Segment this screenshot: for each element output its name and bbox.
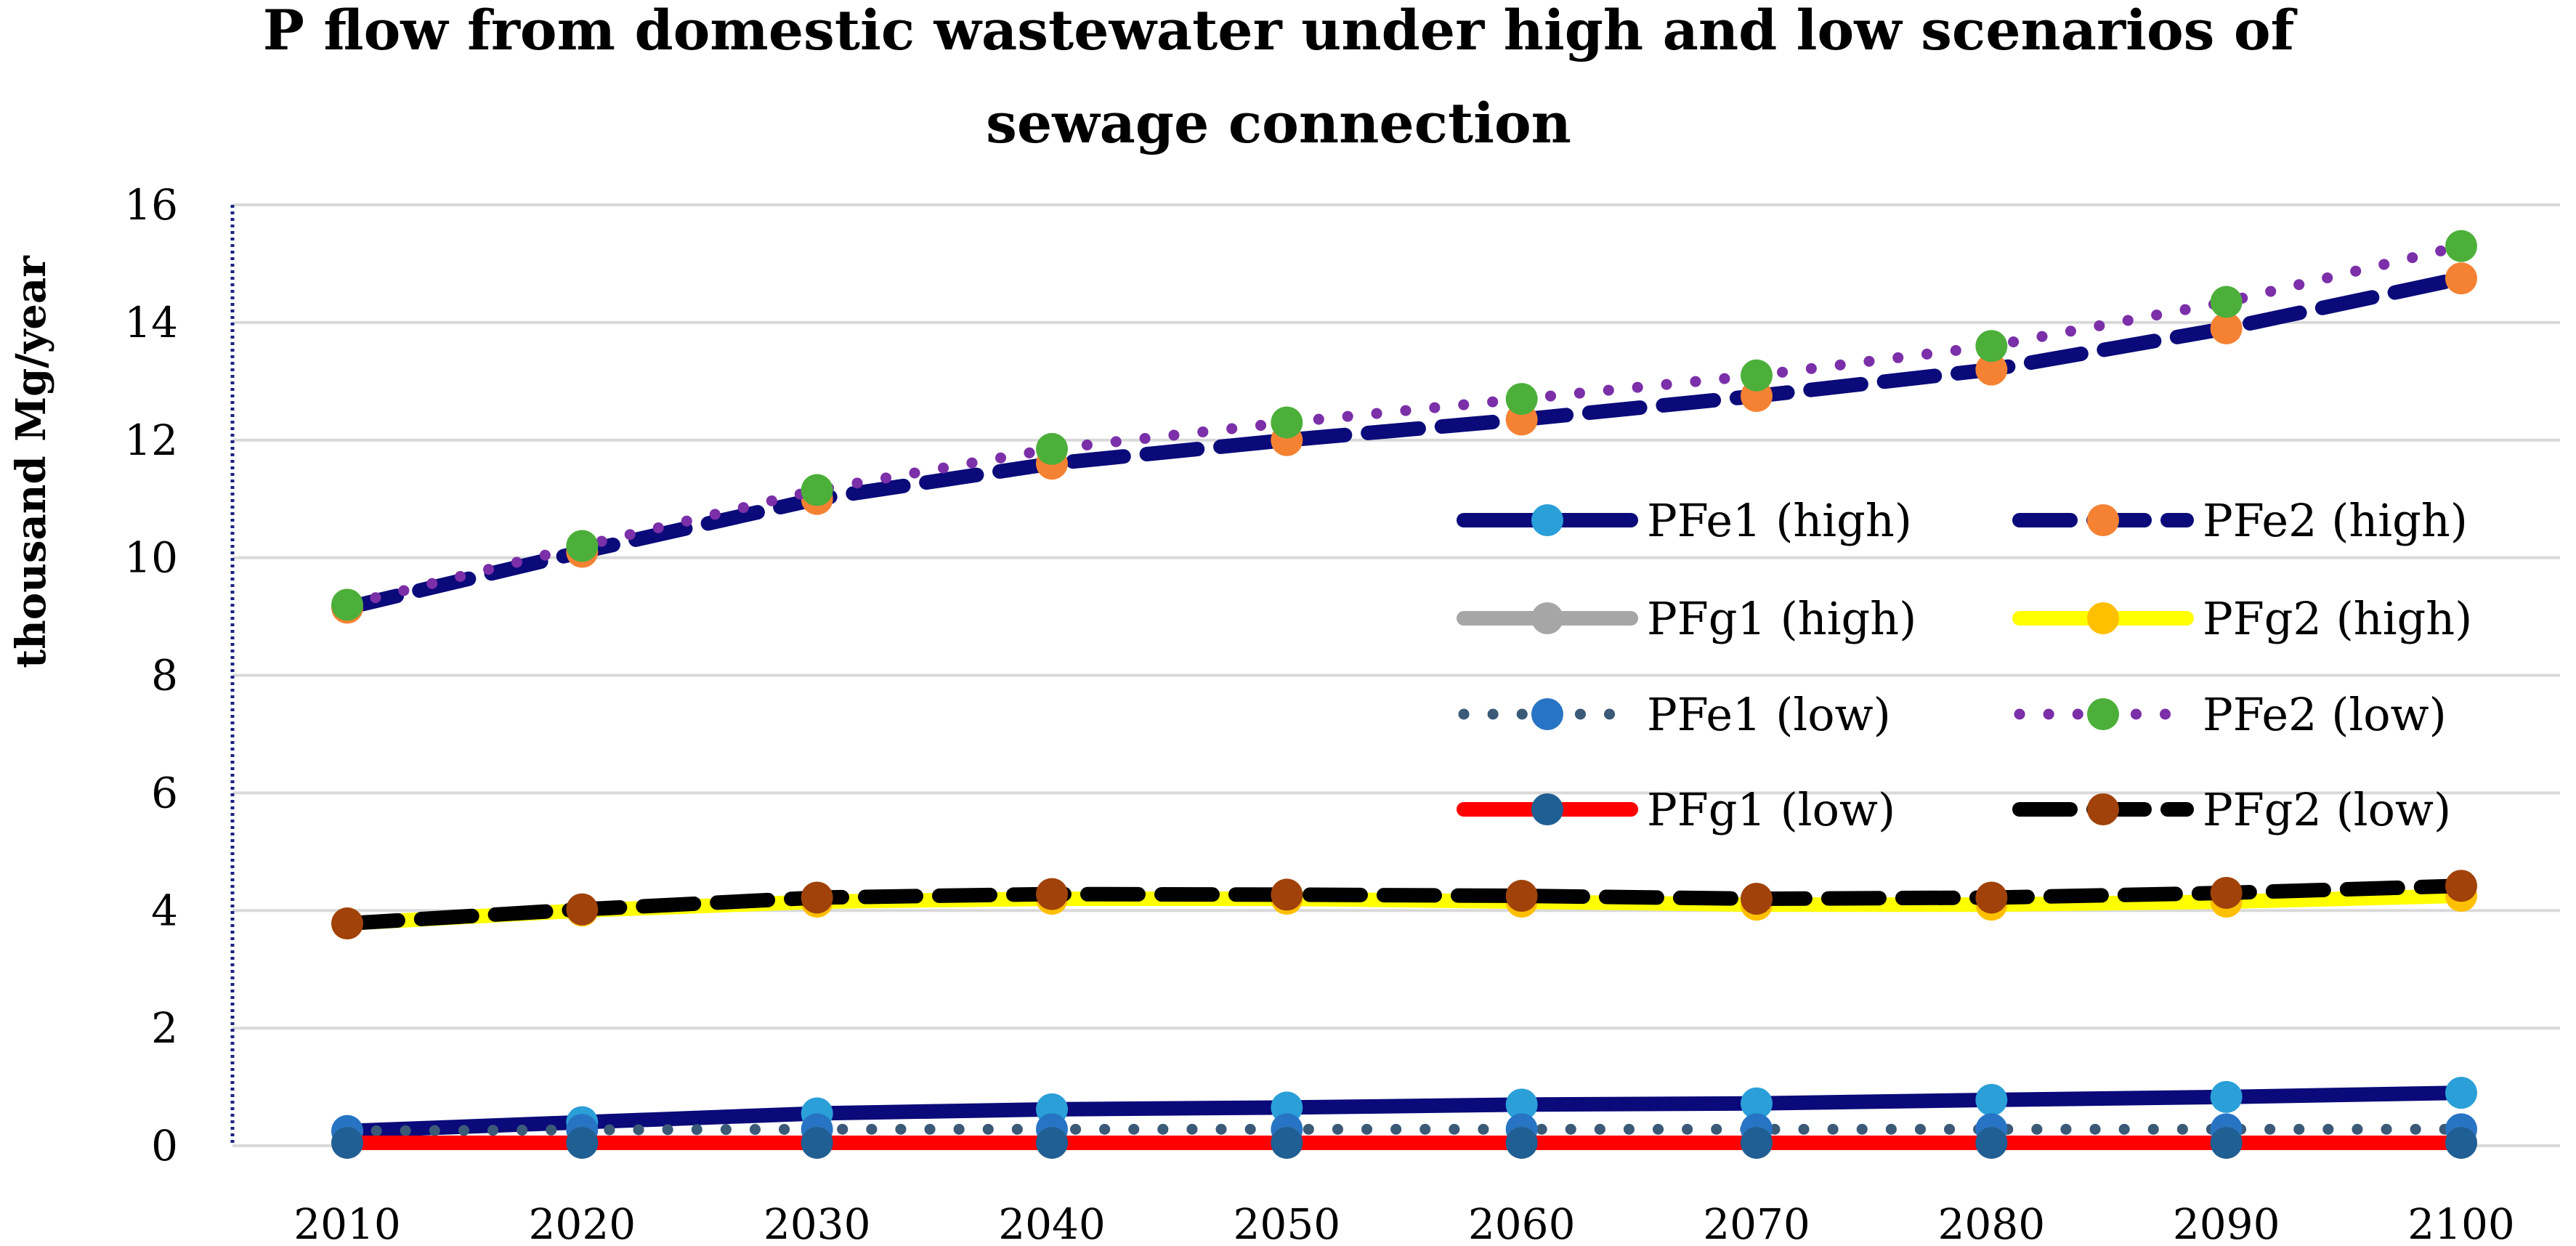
legend: PFe1 (high) PFe2 (high) PFg1 (high) PFg2 (h…: [1457, 494, 2472, 836]
legend-label: PFg1 (high): [1647, 592, 1916, 645]
data-point: [2210, 286, 2243, 318]
series-line: [340, 878, 2468, 931]
chart-title-line-2: sewage connection: [986, 91, 1571, 155]
data-point: [2210, 876, 2243, 909]
y-tick-label: 14: [124, 298, 178, 347]
gridlines: [232, 203, 2560, 1147]
data-point: [1975, 1083, 2008, 1116]
y-tick-label: 6: [151, 768, 178, 817]
y-tick-label: 0: [151, 1121, 178, 1170]
data-point: [2445, 1077, 2477, 1109]
legend-entry: PFg1 (high): [1457, 592, 1916, 645]
data-point: [1271, 878, 1303, 911]
data-point: [1505, 880, 1538, 913]
data-point: [1271, 406, 1303, 439]
legend-marker: [2087, 698, 2119, 730]
data-point: [801, 474, 833, 506]
legend-label: PFg2 (low): [2203, 783, 2451, 836]
data-point: [2210, 1080, 2243, 1113]
legend-label: PFe1 (high): [1647, 494, 1912, 547]
data-point: [566, 530, 599, 562]
data-point: [566, 893, 599, 926]
data-point: [1975, 353, 2008, 386]
series-line: [340, 1085, 2468, 1138]
legend-marker: [1531, 602, 1563, 634]
y-tick-label: 16: [124, 180, 178, 230]
data-point: [566, 1126, 599, 1159]
data-point: [331, 1126, 363, 1159]
data-point: [1975, 881, 2008, 914]
legend-entry: PFe1 (high): [1457, 494, 1912, 547]
x-tick-label: 2070: [1703, 1200, 1810, 1246]
legend-entry: PFe2 (high): [2012, 494, 2468, 547]
chart-title-line-1: P flow from domestic wastewater under hi…: [263, 0, 2298, 62]
data-point: [1036, 1126, 1068, 1159]
series-line: [341, 1123, 2467, 1137]
legend-entry: PFe2 (low): [2014, 688, 2447, 741]
data-point: [1505, 383, 1538, 416]
x-tick-label: 2020: [529, 1200, 636, 1246]
legend-marker: [1531, 698, 1563, 730]
legend-entry: PFg2 (high): [2012, 592, 2472, 645]
y-axis-title: thousand Mg/year: [7, 255, 55, 668]
legend-entry: PFe1 (low): [1458, 688, 1891, 741]
legend-marker: [2087, 793, 2119, 825]
series-line: [340, 271, 2468, 615]
legend-label: PFg1 (low): [1647, 783, 1895, 836]
legend-marker: [1531, 793, 1563, 825]
legend-label: PFe2 (low): [2203, 688, 2447, 741]
series-line: [341, 240, 2467, 610]
data-point: [1505, 1126, 1538, 1159]
x-tick-labels: 2010 2020 2030 2040 2050 2060 2070 2080 2090 2100: [293, 1200, 2515, 1246]
data-point: [2445, 1126, 2477, 1159]
series: [331, 230, 2477, 1159]
y-tick-label: 10: [124, 533, 178, 583]
data-point: [2210, 312, 2243, 344]
legend-marker: [2087, 504, 2119, 536]
data-point: [1505, 1088, 1538, 1121]
y-tick-label: 12: [124, 416, 178, 465]
data-point: [2445, 262, 2477, 295]
data-point: [801, 1126, 833, 1159]
legend-marker: [2087, 602, 2119, 634]
legend-label: PFe2 (high): [2203, 494, 2468, 547]
data-point: [1975, 1126, 2008, 1159]
data-point: [1036, 878, 1068, 910]
legend-label: PFe1 (low): [1647, 688, 1891, 741]
legend-marker: [1531, 504, 1563, 536]
y-tick-label: 2: [151, 1003, 178, 1053]
data-point: [1741, 1087, 1773, 1120]
data-point: [1741, 359, 1773, 392]
x-tick-label: 2080: [1938, 1200, 2046, 1246]
data-point: [2445, 230, 2477, 262]
data-point: [1271, 1126, 1303, 1159]
data-point: [331, 907, 363, 940]
y-tick-labels: 0 2 4 6 8 10 12 14 16: [124, 180, 178, 1170]
legend-label: PFg2 (high): [2203, 592, 2472, 645]
data-point: [1741, 883, 1773, 915]
x-tick-label: 2050: [1234, 1200, 1341, 1246]
data-point: [331, 588, 363, 621]
data-point: [2210, 1126, 2243, 1159]
x-tick-label: 2030: [764, 1200, 871, 1246]
series-pfg2-low-: [331, 870, 2477, 940]
x-tick-label: 2090: [2173, 1200, 2280, 1246]
data-point: [2445, 870, 2477, 902]
data-point: [1975, 330, 2008, 363]
data-point: [801, 881, 833, 914]
data-point: [1036, 432, 1068, 465]
data-point: [1741, 1126, 1773, 1159]
legend-entry: PFg1 (low): [1457, 783, 1895, 836]
x-tick-label: 2010: [293, 1200, 401, 1246]
series-pfg1-low-: [331, 1126, 2477, 1159]
y-tick-label: 4: [151, 886, 178, 935]
legend-entry: PFg2 (low): [2012, 783, 2451, 836]
x-tick-label: 2100: [2407, 1200, 2515, 1246]
y-tick-label: 8: [151, 651, 178, 700]
x-tick-label: 2040: [998, 1200, 1106, 1246]
x-tick-label: 2060: [1468, 1200, 1576, 1246]
series-pfe2-low-: [331, 230, 2477, 621]
